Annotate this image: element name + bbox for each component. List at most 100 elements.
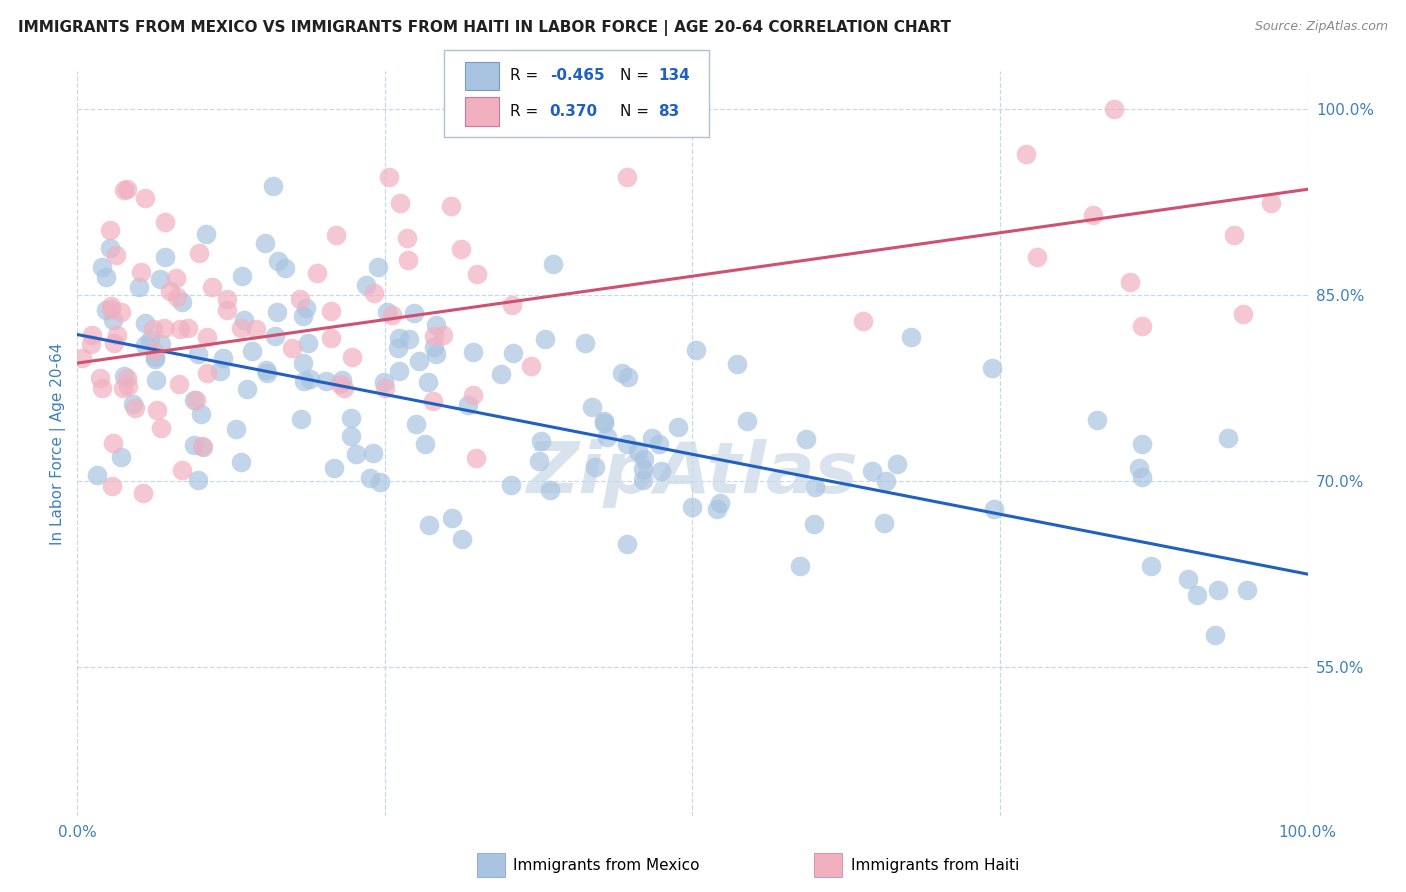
Point xyxy=(593,414,616,428)
Point xyxy=(370,475,392,490)
Point xyxy=(1083,208,1105,222)
Point xyxy=(339,429,361,443)
Point xyxy=(209,364,232,378)
Point xyxy=(388,330,411,344)
Point xyxy=(529,454,551,468)
Point xyxy=(110,305,132,319)
Text: N =: N = xyxy=(620,69,654,84)
Point xyxy=(359,471,381,485)
Point xyxy=(616,169,638,184)
Point xyxy=(105,248,128,262)
Point xyxy=(132,486,155,500)
Point xyxy=(425,347,447,361)
Point xyxy=(413,437,436,451)
Point xyxy=(794,432,817,446)
Point xyxy=(98,223,121,237)
Point xyxy=(450,243,472,257)
Point xyxy=(405,417,427,431)
Point xyxy=(502,345,524,359)
Point xyxy=(520,359,543,373)
Point xyxy=(1206,582,1229,597)
Point xyxy=(422,328,444,343)
Point xyxy=(98,241,121,255)
Point xyxy=(235,382,257,396)
Point xyxy=(616,537,638,551)
Point xyxy=(1085,413,1108,427)
Point xyxy=(114,368,136,383)
Point xyxy=(117,379,139,393)
Point xyxy=(543,257,565,271)
Point xyxy=(501,477,523,491)
Point xyxy=(422,394,444,409)
Point xyxy=(423,340,446,354)
Point xyxy=(432,328,454,343)
Text: ZipAtlas: ZipAtlas xyxy=(527,439,858,508)
Point xyxy=(100,299,122,313)
Point xyxy=(900,329,922,343)
Text: R =: R = xyxy=(510,103,548,119)
Point xyxy=(1232,307,1254,321)
Point xyxy=(381,308,404,322)
Point xyxy=(803,516,825,531)
Point xyxy=(709,496,731,510)
Point xyxy=(94,269,117,284)
Point xyxy=(149,337,172,351)
Point xyxy=(650,464,672,478)
Point xyxy=(329,377,352,392)
Text: 134: 134 xyxy=(658,69,690,84)
Text: 83: 83 xyxy=(658,103,679,119)
Point xyxy=(1102,102,1125,116)
Point xyxy=(215,302,238,317)
Point xyxy=(418,518,440,533)
Point xyxy=(305,266,328,280)
Point xyxy=(396,231,419,245)
Point xyxy=(129,265,152,279)
Point xyxy=(1130,470,1153,484)
Point xyxy=(172,463,194,477)
Point xyxy=(339,410,361,425)
Point xyxy=(194,227,217,241)
Point xyxy=(143,350,166,364)
Point xyxy=(641,431,664,445)
Point xyxy=(330,373,353,387)
Point xyxy=(425,318,447,332)
Point xyxy=(134,191,156,205)
Point xyxy=(149,421,172,435)
Point xyxy=(457,398,479,412)
Point xyxy=(325,227,347,242)
Point xyxy=(1260,196,1282,211)
Point xyxy=(363,285,385,300)
Point xyxy=(159,284,181,298)
Point xyxy=(155,215,177,229)
Point xyxy=(240,344,263,359)
Point xyxy=(803,479,825,493)
Point xyxy=(583,460,606,475)
Point xyxy=(155,250,177,264)
Point xyxy=(264,328,287,343)
Point xyxy=(115,182,138,196)
Point xyxy=(232,313,254,327)
Point xyxy=(980,361,1002,376)
Point xyxy=(187,347,209,361)
Point xyxy=(170,294,193,309)
Point xyxy=(581,400,603,414)
Point xyxy=(166,290,188,304)
Point xyxy=(299,372,322,386)
Point xyxy=(340,350,363,364)
Point xyxy=(1177,572,1199,586)
Point xyxy=(983,502,1005,516)
Point xyxy=(103,335,125,350)
Text: Immigrants from Haiti: Immigrants from Haiti xyxy=(851,858,1019,872)
Point xyxy=(89,371,111,385)
Point xyxy=(183,393,205,408)
Point xyxy=(103,436,125,450)
Point xyxy=(105,328,128,343)
Point xyxy=(361,446,384,460)
Point xyxy=(101,479,124,493)
Text: N =: N = xyxy=(620,103,654,119)
Point xyxy=(124,401,146,415)
Point xyxy=(169,322,191,336)
Point xyxy=(80,337,103,351)
Point xyxy=(1128,461,1150,475)
Point xyxy=(441,510,464,524)
